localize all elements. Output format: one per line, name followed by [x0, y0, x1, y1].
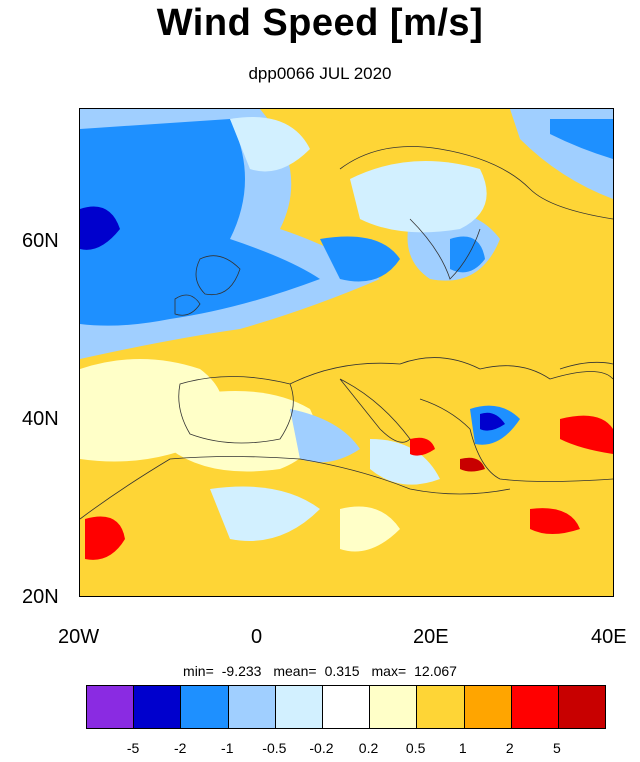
min-label: min=: [183, 663, 214, 679]
colorbar-swatch: [134, 686, 182, 728]
colorbar-swatch: [87, 686, 135, 728]
map-field: [80, 109, 613, 596]
map-panel: [80, 109, 613, 596]
colorbar-tick-label: 0.5: [405, 740, 426, 756]
colorbar-swatch: [370, 686, 418, 728]
colorbar-tick-label: -5: [126, 740, 140, 756]
lat-label-60n: 60N: [22, 230, 59, 252]
plot-subtitle: dpp0066 JUL 2020: [248, 64, 392, 83]
colorbar-swatch: [464, 686, 512, 728]
colorbar-swatch: [558, 686, 606, 728]
max-value: 12.067: [414, 663, 457, 679]
stats-line: min= -9.233 mean= 0.315 max= 12.067: [0, 663, 640, 679]
lon-label-40e: 40E: [591, 626, 627, 648]
lon-label-20w: 20W: [58, 626, 100, 648]
map-frame: [79, 108, 614, 597]
lat-label-20n: 20N: [22, 586, 59, 608]
plot-title: Wind Speed [m/s]: [156, 2, 484, 44]
colorbar-swatch: [511, 686, 559, 728]
colorbar-tick-label: -2: [173, 740, 187, 756]
lat-label-40n: 40N: [22, 408, 59, 430]
min-value: -9.233: [221, 663, 262, 679]
colorbar-tick-label: -1: [221, 740, 234, 756]
colorbar-tick-label: 0.2: [358, 740, 379, 756]
lon-label-0: 0: [251, 626, 263, 648]
colorbar-tick-label: -0.2: [309, 740, 334, 756]
colorbar-swatch: [417, 686, 465, 728]
colorbar: [86, 685, 606, 729]
max-label: max=: [371, 663, 407, 679]
mean-label: mean=: [273, 663, 317, 679]
colorbar-tick-label: -0.5: [262, 740, 287, 756]
lon-label-20e: 20E: [413, 626, 449, 648]
mean-value: 0.315: [324, 663, 360, 679]
colorbar-swatch: [228, 686, 276, 728]
colorbar-tick-label: 2: [505, 740, 514, 756]
colorbar-swatch: [322, 686, 371, 728]
colorbar-tick-label: 1: [458, 740, 467, 756]
colorbar-swatch: [181, 686, 229, 728]
colorbar-swatch: [275, 686, 323, 728]
colorbar-tick-label: 5: [553, 740, 561, 756]
